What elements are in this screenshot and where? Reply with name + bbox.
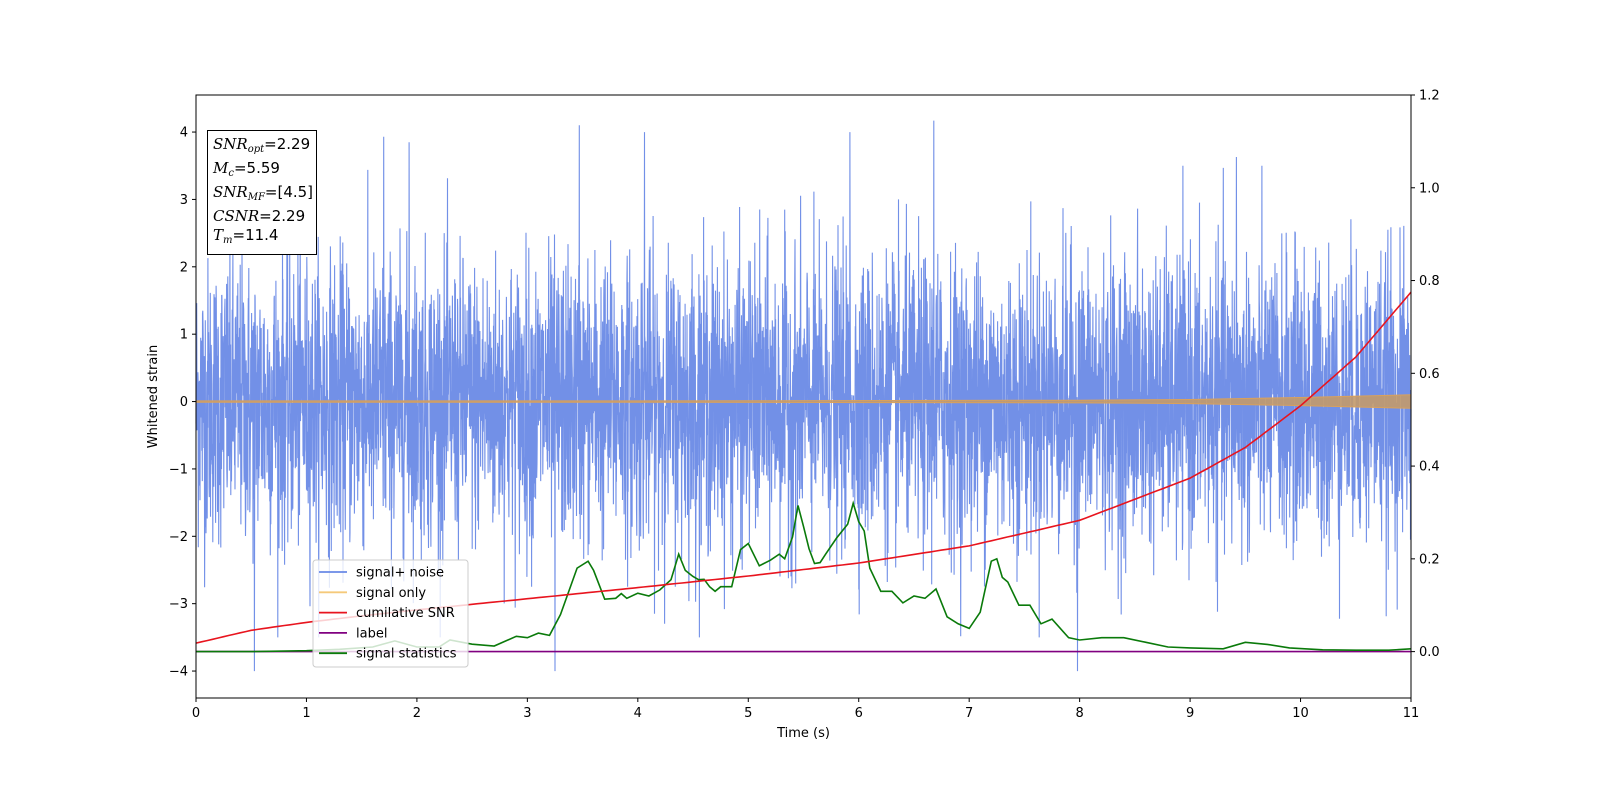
x-tick-label: 0 <box>192 706 200 721</box>
x-tick-label: 3 <box>523 706 531 721</box>
y-axis-ticks: −4 −3 −2 −1 0 1 2 3 4 <box>169 126 196 680</box>
x-axis-ticks: 0 1 2 3 4 5 6 7 8 9 10 11 <box>192 698 1419 721</box>
y-tick-label: 1 <box>180 328 188 343</box>
y2-tick-label: 0.4 <box>1419 460 1440 475</box>
y-tick-label: 3 <box>180 193 188 208</box>
legend-item-label: signal+ noise <box>356 566 444 581</box>
mc-value: 5.59 <box>246 159 280 177</box>
csnr-row: CSNR=2.29 <box>213 207 306 225</box>
legend-item-label: cumilative SNR <box>356 606 455 621</box>
x-tick-label: 1 <box>302 706 310 721</box>
tm-value: 11.4 <box>245 226 279 244</box>
csnr-value: 2.29 <box>271 207 306 225</box>
y2-tick-label: 1.0 <box>1419 181 1440 196</box>
y2-tick-label: 0.8 <box>1419 274 1440 289</box>
snr-mf-value: [4.5] <box>277 183 314 201</box>
mc-row: Mc=5.59 <box>213 159 280 179</box>
x-tick-label: 4 <box>634 706 642 721</box>
legend-frame <box>312 559 469 668</box>
x-tick-label: 7 <box>965 706 973 721</box>
x-tick-label: 11 <box>1403 706 1420 721</box>
y2-tick-label: 0.6 <box>1419 367 1440 382</box>
y-tick-label: 2 <box>180 260 188 275</box>
y-tick-label: 0 <box>180 395 188 410</box>
snr-mf-row: SNRMF=[4.5] <box>213 183 314 203</box>
y-tick-label: −3 <box>169 597 188 612</box>
x-tick-label: 8 <box>1075 706 1083 721</box>
y-tick-label: −4 <box>169 665 188 680</box>
legend: signal+ noise signal only cumilative SNR la… <box>312 559 469 668</box>
signal-statistics-series <box>196 500 1412 653</box>
signal-statistics-line <box>196 500 1412 653</box>
y-axis-label: Whitened strain <box>146 345 161 448</box>
y-tick-label: 4 <box>180 126 188 141</box>
y2-tick-label: 1.2 <box>1419 89 1440 104</box>
x-axis-label: Time (s) <box>776 726 830 741</box>
plot-frame <box>195 94 1412 699</box>
legend-item-label: signal statistics <box>356 647 457 662</box>
x-tick-label: 9 <box>1186 706 1194 721</box>
y-tick-label: −1 <box>169 462 188 477</box>
y2-tick-label: 0.0 <box>1419 645 1440 660</box>
stats-annotation-box: SNRopt=2.29 Mc=5.59 SNRMF=[4.5] CSNR=2.2… <box>207 130 317 255</box>
y-tick-label: −2 <box>169 530 188 545</box>
x-tick-label: 6 <box>855 706 863 721</box>
tm-row: Tm=11.4 <box>213 226 279 246</box>
x-tick-label: 10 <box>1292 706 1309 721</box>
y2-axis-ticks: 0.0 0.2 0.4 0.6 0.8 1.0 1.2 <box>1411 89 1440 660</box>
x-tick-label: 5 <box>744 706 752 721</box>
legend-item-label: signal only <box>356 586 426 601</box>
y2-tick-label: 0.2 <box>1419 552 1440 567</box>
snr-opt-value: 2.29 <box>276 135 311 153</box>
snr-opt-row: SNRopt=2.29 <box>213 135 311 155</box>
x-tick-label: 2 <box>413 706 421 721</box>
legend-item-label: label <box>356 626 387 641</box>
